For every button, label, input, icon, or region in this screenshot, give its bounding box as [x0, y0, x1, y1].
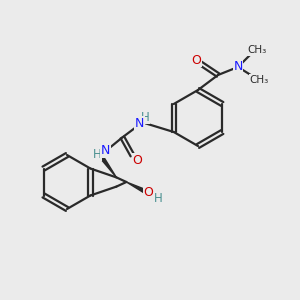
- Text: CH₃: CH₃: [248, 45, 267, 55]
- Text: H: H: [154, 193, 163, 206]
- Text: O: O: [191, 53, 201, 67]
- Text: N: N: [101, 144, 110, 157]
- Text: O: O: [143, 187, 153, 200]
- Text: CH₃: CH₃: [249, 75, 268, 85]
- Text: N: N: [135, 117, 144, 130]
- Polygon shape: [126, 182, 147, 194]
- Text: N: N: [233, 61, 243, 74]
- Polygon shape: [99, 154, 116, 177]
- Text: H: H: [141, 111, 150, 124]
- Text: H: H: [93, 148, 102, 161]
- Text: O: O: [132, 154, 142, 167]
